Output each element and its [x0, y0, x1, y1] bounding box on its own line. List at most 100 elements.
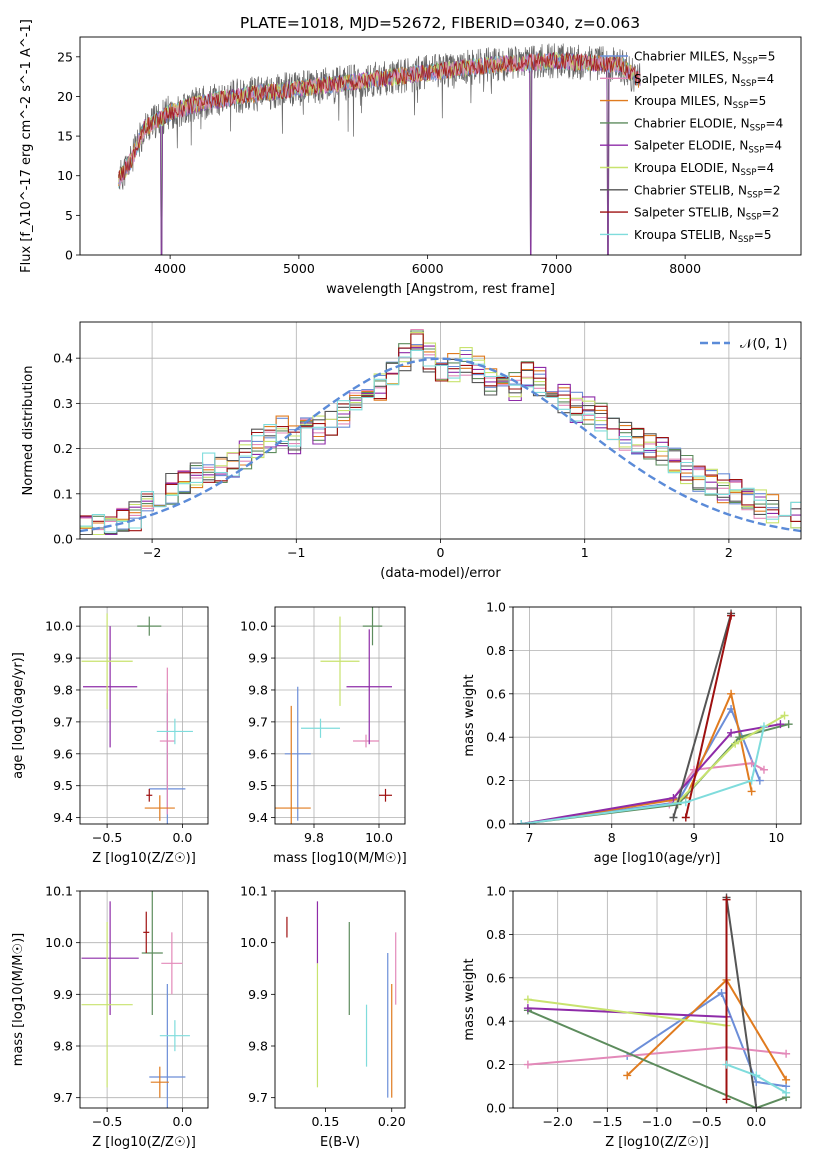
y-tick-label: 0.0	[53, 532, 73, 547]
legend-label: Kroupa MILES, NSSP=5	[634, 94, 766, 111]
weight-marker	[669, 813, 678, 822]
x-tick-label: 7	[525, 830, 533, 845]
legend-label: Chabrier MILES, NSSP=5	[634, 50, 775, 67]
weight-marker	[722, 1095, 731, 1104]
legend-text: Salpeter MILES, N	[634, 72, 741, 86]
x-tick-label: −0.5	[92, 1114, 122, 1129]
weight-marker	[735, 733, 744, 742]
weight-marker	[752, 1104, 761, 1108]
x-tick-label: 2	[725, 545, 733, 560]
weight-marker	[782, 1088, 791, 1097]
y-tick-label: 9.5	[248, 778, 268, 793]
legend: Chabrier MILES, NSSP=5 Salpeter MILES, N S…	[600, 50, 783, 245]
x-axis-label: Z [log10(Z/Z☉)]	[92, 851, 196, 866]
weight-marker	[727, 689, 736, 698]
plot-area	[118, 43, 641, 255]
y-tick-label: 0.2	[486, 773, 506, 788]
legend-text: =4	[764, 139, 782, 153]
y-tick-label: 0.4	[53, 351, 73, 366]
y-tick-label: 9.8	[53, 682, 73, 697]
legend-text: Kroupa MILES, N	[634, 94, 733, 108]
y-tick-label: 10	[57, 168, 73, 183]
plot-area	[517, 609, 793, 824]
y-axis-label: mass weight	[462, 674, 477, 756]
y-axis-label: Normed distribution	[21, 366, 36, 496]
weight-marker	[681, 813, 690, 822]
y-tick-label: 15	[57, 129, 73, 144]
legend-text: Chabrier ELODIE, N	[634, 116, 750, 130]
y-tick-label: 0.6	[486, 970, 506, 985]
y-tick-label: 0.2	[486, 1057, 506, 1072]
panel-mass_vs_Z: −0.5 0.0 9.7 9.8 9.9 10.0 10.1 Z [log10(Z/Z☉)] m…	[11, 884, 209, 1150]
weight-marker	[727, 728, 736, 737]
histogram-step	[80, 349, 801, 533]
y-tick-label: 9.7	[248, 1090, 268, 1105]
y-axis-label: Flux [f_λ10^-17 erg cm^-2 s^-1 A^-1]	[19, 19, 34, 273]
y-tick-label: 5	[65, 208, 73, 223]
weight-marker	[747, 759, 756, 768]
grid-lines	[80, 322, 801, 540]
y-tick-label: 9.8	[248, 682, 268, 697]
grid-lines	[513, 606, 801, 825]
legend-text: Kroupa STELIB, N	[634, 228, 738, 242]
y-tick-label: 10.0	[45, 935, 73, 950]
legend-label: Salpeter STELIB, NSSP=2	[634, 206, 779, 223]
weight-line	[527, 998, 727, 1027]
plot-area	[523, 893, 791, 1108]
x-tick-label: 1	[581, 545, 589, 560]
weight-marker	[731, 739, 740, 748]
axes-frame	[274, 890, 406, 1109]
y-tick-label: 10.0	[240, 935, 268, 950]
panel-age_vs_mass: 9.8 10.0 9.4 9.5 9.6 9.7 9.8 9.9 10.0 mass [log10…	[240, 606, 407, 866]
legend-text: Kroupa ELODIE, N	[634, 161, 741, 175]
x-tick-label: 4000	[154, 261, 186, 276]
x-tick-label: −1	[287, 545, 305, 560]
x-axis-label: E(B-V)	[320, 1135, 360, 1150]
legend-text: =4	[766, 116, 784, 130]
legend-subscript: SSP	[750, 123, 766, 133]
weight-marker	[727, 611, 736, 620]
weight-marker	[523, 1004, 532, 1013]
y-tick-label: 9.9	[248, 987, 268, 1002]
y-tick-label: 9.6	[53, 746, 73, 761]
weight-marker	[776, 720, 785, 729]
x-tick-label: 0.0	[746, 1114, 766, 1129]
x-tick-label: −2.0	[543, 1114, 573, 1129]
legend-label: Kroupa STELIB, NSSP=5	[634, 228, 772, 245]
weight-line	[725, 897, 758, 1108]
normal-curve	[80, 357, 801, 533]
panel-weight_vs_Z: −2.0 −1.5 −1.0 −0.5 0.0 0.0 0.2 0.4 0.6 0.8 1.0 Z […	[462, 884, 802, 1150]
y-tick-label: 0.0	[486, 1101, 506, 1116]
y-tick-label: 9.7	[53, 714, 73, 729]
panel-spectrum: 4000 5000 6000 7000 8000 0 5 10 15 20 25 wavelength…	[19, 19, 802, 297]
y-tick-label: 20	[57, 89, 73, 104]
y-tick-label: 0.4	[486, 730, 506, 745]
x-tick-label: 6000	[412, 261, 444, 276]
y-tick-label: 0.8	[486, 643, 506, 658]
y-tick-label: 10.1	[45, 884, 73, 899]
y-tick-label: 10.0	[240, 619, 268, 634]
panel-mass_vs_EBV: 0.15 0.20 9.7 9.8 9.9 10.0 10.1 E(B-V)	[240, 884, 406, 1151]
legend-subscript: SSP	[746, 213, 762, 223]
y-tick-label: 9.9	[53, 987, 73, 1002]
weight-marker	[523, 1060, 532, 1069]
legend-label: Kroupa ELODIE, NSSP=4	[634, 161, 774, 178]
grid-lines	[80, 890, 208, 1108]
legend-label: Salpeter ELODIE, NSSP=4	[634, 139, 782, 156]
y-tick-label: 9.4	[53, 810, 73, 825]
panel-residuals: −2 −1 0 1 2 0.0 0.1 0.2 0.3 0.4 (data-model)/error…	[21, 321, 802, 581]
legend-text: Salpeter ELODIE, N	[634, 139, 748, 153]
x-tick-label: 8	[608, 830, 616, 845]
plot-area	[275, 607, 392, 824]
spectrum-line	[118, 52, 641, 182]
weight-marker	[722, 895, 731, 904]
x-axis-label: Z [log10(Z/Z☉)]	[92, 1135, 196, 1150]
weight-marker	[755, 776, 764, 785]
weight-line	[521, 726, 765, 824]
x-tick-label: 9.8	[304, 830, 324, 845]
x-tick-label: −0.5	[691, 1114, 721, 1129]
x-axis-label: (data-model)/error	[380, 566, 501, 581]
y-tick-label: 10.1	[240, 884, 268, 899]
y-tick-label: 9.6	[248, 746, 268, 761]
weight-marker	[681, 798, 690, 807]
